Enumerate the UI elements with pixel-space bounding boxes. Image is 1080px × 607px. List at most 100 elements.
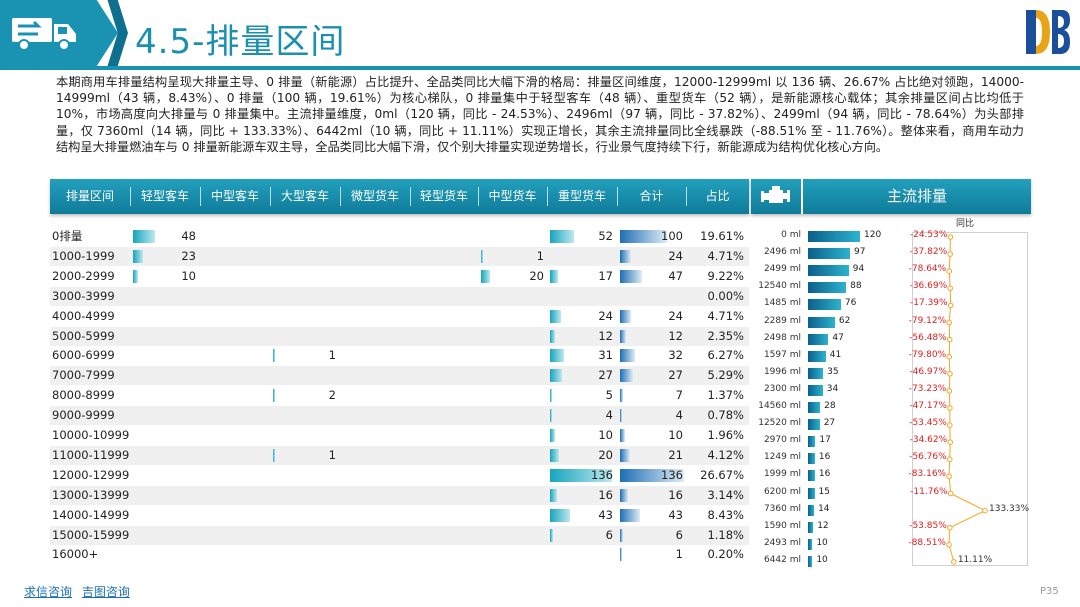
- total-bar: [620, 429, 625, 442]
- volume-value: 35: [827, 366, 839, 377]
- value-bar: [133, 230, 155, 243]
- total-bar: [620, 369, 633, 383]
- share-cell: 2.35%: [707, 328, 744, 343]
- total-cell: 4: [675, 408, 683, 423]
- row-category: 1000-1999: [52, 248, 115, 263]
- total-bar: [620, 409, 622, 423]
- yoy-plot-area: [912, 232, 1028, 566]
- total-cell: 136: [661, 467, 683, 482]
- volume-value: 41: [829, 349, 842, 360]
- share-cell: 4.71%: [707, 248, 744, 263]
- volume-bar: [808, 419, 820, 431]
- column-header-9: 占比: [705, 189, 730, 203]
- total-bar: [620, 329, 626, 343]
- yoy-label: -46.97%: [909, 366, 947, 377]
- displacement-label: 12540 ml: [758, 281, 801, 292]
- yoy-line: [948, 236, 987, 563]
- volume-bar: [808, 265, 849, 277]
- displacement-label: 1590 ml: [763, 520, 801, 531]
- total-bar: [620, 249, 632, 263]
- engine-icon: [761, 186, 790, 203]
- yoy-label: -56.76%: [909, 452, 947, 463]
- volume-bar: [808, 538, 813, 550]
- footer-link-jitu[interactable]: 吉图咨询: [81, 585, 130, 599]
- volume-bar: [808, 299, 841, 311]
- value-bar: [273, 448, 275, 462]
- column-separator: [617, 187, 618, 206]
- total-bar: [620, 508, 641, 522]
- total-bar: [620, 528, 623, 542]
- value-cell: 24: [598, 308, 613, 323]
- yoy-label: -73.23%: [908, 383, 947, 394]
- volume-bar: [808, 350, 826, 362]
- page-title: 4.5-排量区间: [135, 22, 346, 62]
- row-category: 16000+: [52, 547, 99, 562]
- volume-value: 47: [832, 332, 844, 343]
- yoy-point: [947, 405, 953, 411]
- displacement-label: 1597 ml: [763, 349, 801, 360]
- share-cell: 0.78%: [707, 408, 744, 423]
- table-row: 8000-8999 2 5 7 1.37%: [50, 386, 749, 405]
- header-chevron: [107, 0, 128, 66]
- total-cell: 27: [668, 368, 683, 383]
- table-row: 3000-3999 0.00%: [50, 286, 749, 306]
- value-bar: [550, 369, 563, 383]
- row-category: 13000-13999: [52, 487, 130, 502]
- footer-link-qiuxin[interactable]: 求信咨询: [24, 585, 73, 599]
- value-cell: 10: [181, 268, 196, 283]
- row-category: 3000-3999: [52, 288, 115, 303]
- value-cell: 5: [605, 388, 613, 403]
- volume-bar: [808, 402, 821, 413]
- displacement-label: 7360 ml: [763, 503, 801, 514]
- table-row: 16000+ 1 0.20%: [50, 545, 749, 564]
- volume-bar: [808, 453, 815, 465]
- column-separator: [410, 187, 411, 206]
- footer-links: 求信咨询 吉图咨询: [24, 583, 136, 600]
- yoy-label: 11.11%: [957, 554, 993, 565]
- displacement-label: 2970 ml: [763, 435, 801, 446]
- yoy-label: -79.12%: [908, 315, 947, 326]
- row-category: 8000-8999: [52, 388, 115, 403]
- yoy-label: -11.76%: [910, 486, 948, 497]
- volume-value: 88: [850, 281, 862, 292]
- column-separator: [200, 187, 201, 206]
- yoy-point: [946, 542, 952, 548]
- column-header-1: 轻型客车: [140, 189, 189, 203]
- volume-bar: [808, 282, 847, 294]
- volume-value: 10: [816, 554, 828, 565]
- displacement-label: 6442 ml: [763, 554, 801, 565]
- yoy-point: [946, 268, 953, 275]
- value-cell: 6: [605, 527, 613, 542]
- volume-bar: [808, 384, 823, 396]
- volume-bar: [808, 470, 815, 482]
- displacement-label: 12520 ml: [758, 418, 801, 429]
- yoy-label: -78.64%: [908, 264, 947, 275]
- table-row: 6000-6999 1 31 32 6.27%: [50, 346, 749, 365]
- yoy-label: -83.16%: [908, 469, 947, 480]
- value-cell: 1: [328, 348, 336, 363]
- column-separator: [686, 187, 687, 206]
- yoy-point: [946, 456, 953, 463]
- value-cell: 2: [328, 388, 336, 403]
- value-cell: 20: [529, 268, 544, 283]
- displacement-label: 2498 ml: [763, 332, 801, 343]
- volume-bar: [808, 436, 816, 448]
- yoy-label: -24.53%: [909, 230, 948, 240]
- displacement-label: 6200 ml: [763, 486, 801, 497]
- yoy-label: -34.62%: [909, 435, 948, 446]
- value-bar: [273, 349, 275, 363]
- total-bar: [620, 389, 624, 403]
- row-category: 9000-9999: [52, 408, 115, 423]
- total-cell: 21: [668, 447, 683, 462]
- yoy-point: [947, 234, 954, 240]
- total-cell: 16: [668, 487, 683, 502]
- truck-icon: [12, 18, 76, 51]
- value-bar: [550, 269, 558, 283]
- value-cell: 12: [598, 328, 613, 343]
- row-category: 2000-2999: [52, 268, 115, 283]
- volume-value: 12: [817, 520, 829, 531]
- displacement-label: 1485 ml: [763, 298, 801, 309]
- yoy-point: [946, 336, 953, 343]
- yoy-point: [947, 302, 954, 309]
